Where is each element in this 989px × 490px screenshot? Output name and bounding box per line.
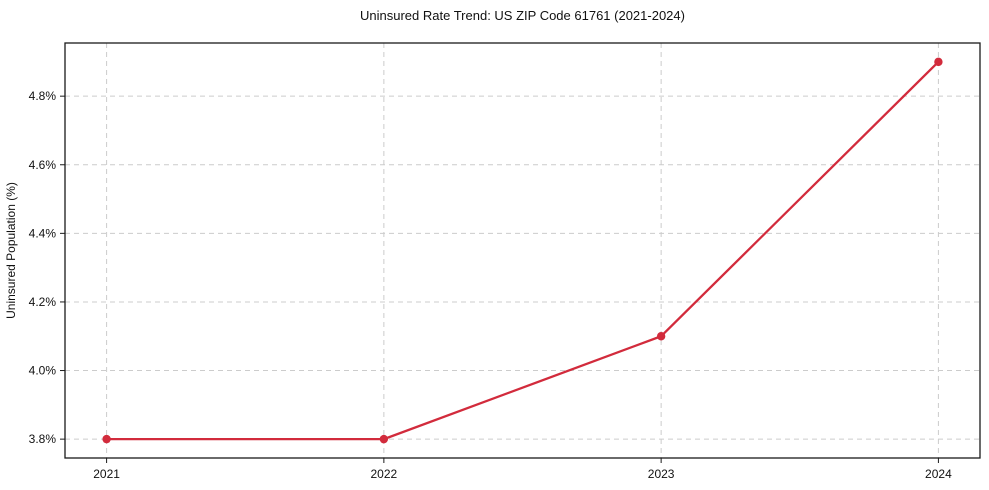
data-point-marker [656, 332, 666, 341]
x-tick-label: 2024 [925, 467, 952, 481]
trend-line [105, 60, 940, 441]
chart-title: Uninsured Rate Trend: US ZIP Code 61761 … [360, 8, 685, 23]
data-point-marker [934, 57, 943, 67]
y-tick-label: 4.4% [29, 226, 57, 240]
y-axis-label: Uninsured Population (%) [4, 182, 18, 319]
data-point-marker [102, 434, 111, 444]
y-tick-label: 3.8% [29, 432, 57, 446]
y-tick-label: 4.8% [29, 89, 57, 103]
x-tick-label: 2023 [648, 467, 675, 481]
data-point-marker [379, 434, 389, 444]
x-tick-label: 2022 [371, 467, 398, 481]
x-tick-label: 2021 [93, 467, 120, 481]
plot-frame [64, 42, 981, 459]
y-tick-label: 4.6% [29, 158, 57, 172]
y-tick-label: 4.2% [29, 295, 57, 309]
y-tick-label: 4.0% [29, 364, 57, 378]
